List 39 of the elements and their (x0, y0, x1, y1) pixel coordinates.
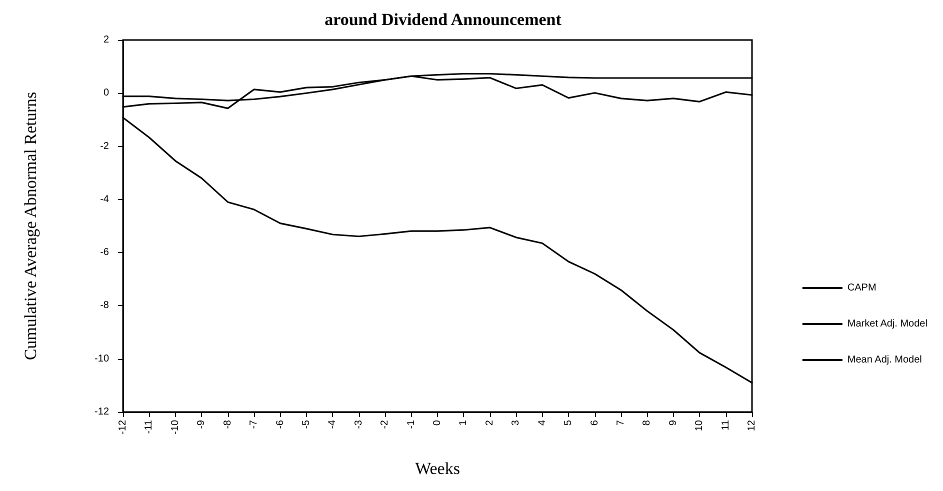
x-axis-title: Weeks (415, 459, 460, 478)
y-tick-label: -4 (100, 194, 110, 205)
x-tick-label: -2 (380, 420, 391, 429)
x-tick-label: 0 (432, 420, 443, 426)
x-tick-label: 7 (615, 420, 626, 426)
x-tick-label: 12 (746, 420, 758, 432)
x-tick-label: -10 (170, 420, 181, 434)
legend-label: Market Adj. Model (847, 318, 928, 330)
x-tick-label: 5 (563, 420, 574, 426)
x-tick-label: 3 (510, 420, 522, 426)
x-tick-label: -4 (327, 420, 338, 429)
x-tick-label: 11 (720, 420, 732, 430)
x-tick-label: -3 (353, 420, 364, 429)
x-tick-label: -5 (300, 420, 312, 429)
y-tick-label: -10 (94, 353, 110, 364)
y-tick-label: 2 (103, 34, 110, 46)
y-tick-label: 0 (103, 88, 110, 99)
chart-title: around Dividend Announcement (324, 10, 562, 29)
x-tick-label: 10 (694, 420, 706, 432)
y-tick-label: -2 (100, 140, 110, 152)
x-tick-label: 8 (642, 420, 653, 426)
x-tick-label: 2 (484, 420, 496, 426)
x-tick-label: -6 (274, 420, 286, 429)
x-tick-label: -8 (222, 420, 234, 429)
x-tick-label: -7 (248, 420, 260, 429)
legend-label: CAPM (847, 282, 876, 294)
y-tick-label: -12 (94, 406, 110, 418)
x-tick-label: 1 (458, 420, 470, 426)
y-tick-label: -6 (100, 247, 110, 258)
x-tick-label: 4 (536, 420, 548, 426)
y-tick-label: -8 (100, 300, 110, 312)
x-tick-label: 9 (668, 420, 679, 426)
legend-label: Mean Adj. Model (847, 354, 922, 366)
y-axis-title: Cumulative Average Abnormal Returns (21, 92, 40, 360)
x-tick-label: -9 (196, 420, 208, 429)
x-tick-label: 6 (589, 420, 600, 426)
x-tick-label: -1 (406, 420, 417, 429)
x-tick-label: -11 (144, 420, 155, 434)
x-tick-label: -12 (118, 420, 128, 434)
